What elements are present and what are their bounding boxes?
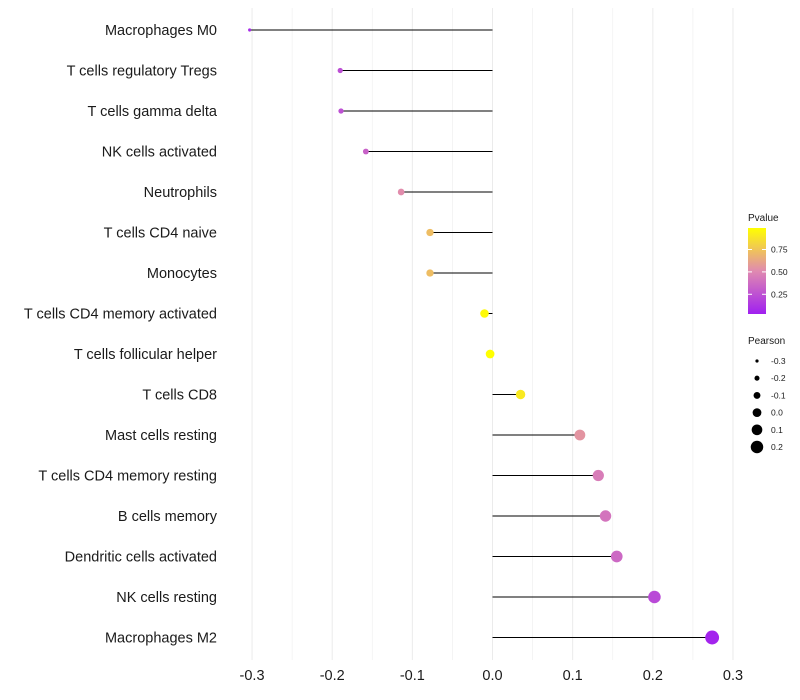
pvalue-legend-label: 0.25	[771, 289, 788, 299]
pearson-legend-title: Pearson	[748, 336, 785, 347]
lollipop-point	[480, 309, 489, 318]
lollipop-point	[362, 148, 369, 155]
lollipop-point	[648, 590, 661, 604]
pearson-legend-key	[752, 408, 762, 417]
category-label: Monocytes	[147, 266, 217, 282]
lollipop-point	[337, 67, 343, 74]
lollipop-point	[426, 269, 434, 277]
category-label: T cells follicular helper	[74, 347, 217, 363]
lollipop-point	[397, 188, 405, 196]
lollipop-point	[599, 510, 612, 522]
x-tick-label: 0.2	[643, 668, 663, 684]
pvalue-legend: Pvalue 0.25 0.50 0.75	[748, 213, 788, 314]
pearson-legend-key	[753, 391, 761, 399]
grid-lines	[251, 8, 734, 660]
pearson-legend-key	[754, 375, 760, 381]
category-label: Macrophages M0	[105, 23, 217, 39]
category-label: T cells gamma delta	[88, 104, 218, 120]
category-label: NK cells activated	[102, 145, 217, 161]
lollipop-point	[574, 429, 586, 441]
lollipop-point	[338, 108, 344, 114]
x-tick-label: -0.2	[320, 668, 345, 684]
lollipop-point	[485, 349, 495, 359]
category-label: Macrophages M2	[105, 631, 217, 647]
segments	[249, 29, 713, 638]
pearson-legend-label: 0.2	[771, 442, 783, 452]
x-tick-label: 0.3	[723, 668, 743, 684]
category-label: T cells CD4 memory activated	[24, 307, 217, 323]
category-label: Mast cells resting	[105, 428, 217, 444]
lollipop-point	[610, 550, 623, 563]
pearson-legend-label: -0.3	[771, 356, 786, 366]
x-tick-label: -0.3	[240, 668, 265, 684]
pearson-legend-label: -0.2	[771, 373, 786, 383]
pvalue-legend-label: 0.50	[771, 267, 788, 277]
points	[248, 28, 720, 645]
category-label: T cells regulatory Tregs	[67, 64, 217, 80]
pvalue-colorbar	[748, 228, 766, 314]
category-label: Neutrophils	[144, 185, 217, 201]
pearson-legend-key	[750, 440, 764, 454]
category-label: B cells memory	[118, 509, 218, 525]
lollipop-point	[705, 630, 720, 645]
pvalue-legend-label: 0.75	[771, 245, 788, 255]
category-labels: Macrophages M0 T cells regulatory Tregs T…	[24, 23, 218, 647]
x-tick-label: -0.1	[400, 668, 425, 684]
category-label: T cells CD4 memory resting	[38, 469, 217, 485]
lollipop-point	[515, 389, 526, 400]
pearson-legend-label: 0.0	[771, 408, 783, 418]
category-label: NK cells resting	[116, 590, 217, 606]
x-axis-ticks: -0.3 -0.2 -0.1 0.0 0.1 0.2 0.3	[240, 668, 744, 684]
lollipop-point	[426, 228, 434, 237]
category-label: Dendritic cells activated	[65, 550, 217, 566]
pearson-legend-label: -0.1	[771, 390, 786, 400]
pearson-legend-key	[755, 359, 759, 363]
lollipop-point	[248, 28, 252, 32]
pearson-legend-key	[751, 424, 763, 436]
pvalue-legend-title: Pvalue	[748, 213, 779, 224]
x-tick-label: 0.0	[482, 668, 502, 684]
pearson-legend: Pearson -0.3 -0.2 -0.1 0.0 0.1 0.2	[748, 336, 786, 454]
x-tick-label: 0.1	[563, 668, 583, 684]
category-label: T cells CD8	[142, 388, 217, 404]
category-label: T cells CD4 naive	[104, 226, 217, 242]
lollipop-point	[592, 469, 604, 482]
pearson-legend-label: 0.1	[771, 425, 783, 435]
